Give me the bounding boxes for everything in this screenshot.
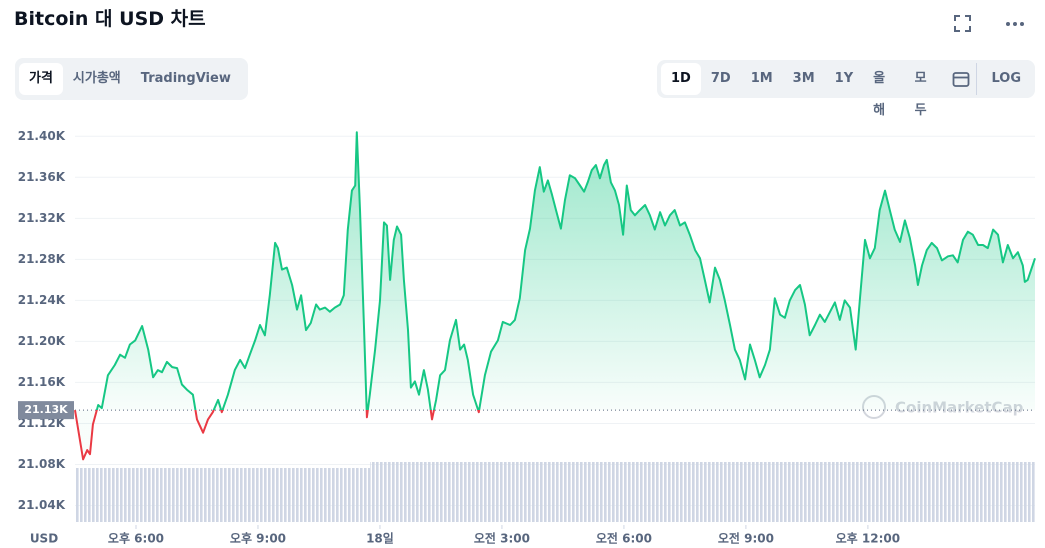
- y-tick-label: 21.32K: [18, 211, 66, 225]
- volume-bars: [75, 468, 370, 522]
- range-button[interactable]: 모두: [914, 71, 927, 118]
- y-axis-label: USD: [30, 532, 58, 546]
- range-button[interactable]: 1Y: [834, 71, 854, 86]
- range-button[interactable]: 1M: [750, 71, 773, 86]
- price-line: [74, 131, 1036, 461]
- volume-bars: [370, 462, 1035, 522]
- range-button[interactable]: 7D: [710, 71, 731, 86]
- y-tick-label: 21.36K: [18, 170, 66, 184]
- y-tick-label: 21.20K: [18, 334, 66, 348]
- y-tick-label: 21.24K: [18, 293, 66, 307]
- x-tick-label: 오전 6:00: [596, 531, 652, 546]
- reference-label-box: [18, 401, 74, 420]
- range-button[interactable]: 1D: [661, 63, 701, 95]
- log-button[interactable]: LOG: [991, 71, 1022, 86]
- x-tick-label: 18일: [366, 532, 394, 546]
- y-tick-label: 21.04K: [18, 498, 66, 512]
- tab-group: 가격 시가총액 TradingView: [15, 58, 248, 100]
- tab-button[interactable]: TradingView: [140, 71, 231, 86]
- range-button[interactable]: 3M: [792, 71, 815, 86]
- x-tick-label: 오전 9:00: [718, 531, 774, 546]
- x-tick-label: 오후 9:00: [230, 531, 286, 546]
- more-icon[interactable]: [1006, 22, 1024, 26]
- y-tick-label: 21.16K: [18, 375, 66, 389]
- reference-label: 21.13K: [24, 403, 68, 416]
- y-tick-label: 21.08K: [18, 457, 66, 471]
- calendar-button[interactable]: [946, 63, 978, 95]
- range-group: 1D 7D 1M 3M 1Y 올해 모두 LOG: [657, 60, 1035, 118]
- tab-button[interactable]: 가격: [19, 63, 63, 95]
- y-tick-label: 21.40K: [18, 129, 66, 143]
- range-button[interactable]: 올해: [873, 71, 886, 118]
- x-tick-label: 오후 12:00: [836, 531, 900, 546]
- y-tick-label: 21.12K: [18, 416, 66, 430]
- title: Bitcoin 대 USD 차트: [14, 8, 206, 30]
- calendar-icon: [952, 72, 970, 87]
- tab-button[interactable]: 시가총액: [72, 71, 121, 86]
- fullscreen-icon[interactable]: [954, 15, 971, 32]
- price-area: [75, 132, 1035, 460]
- x-tick-label: 오전 3:00: [474, 531, 530, 546]
- x-tick-label: 오후 6:00: [108, 531, 164, 546]
- y-tick-label: 21.28K: [18, 252, 66, 266]
